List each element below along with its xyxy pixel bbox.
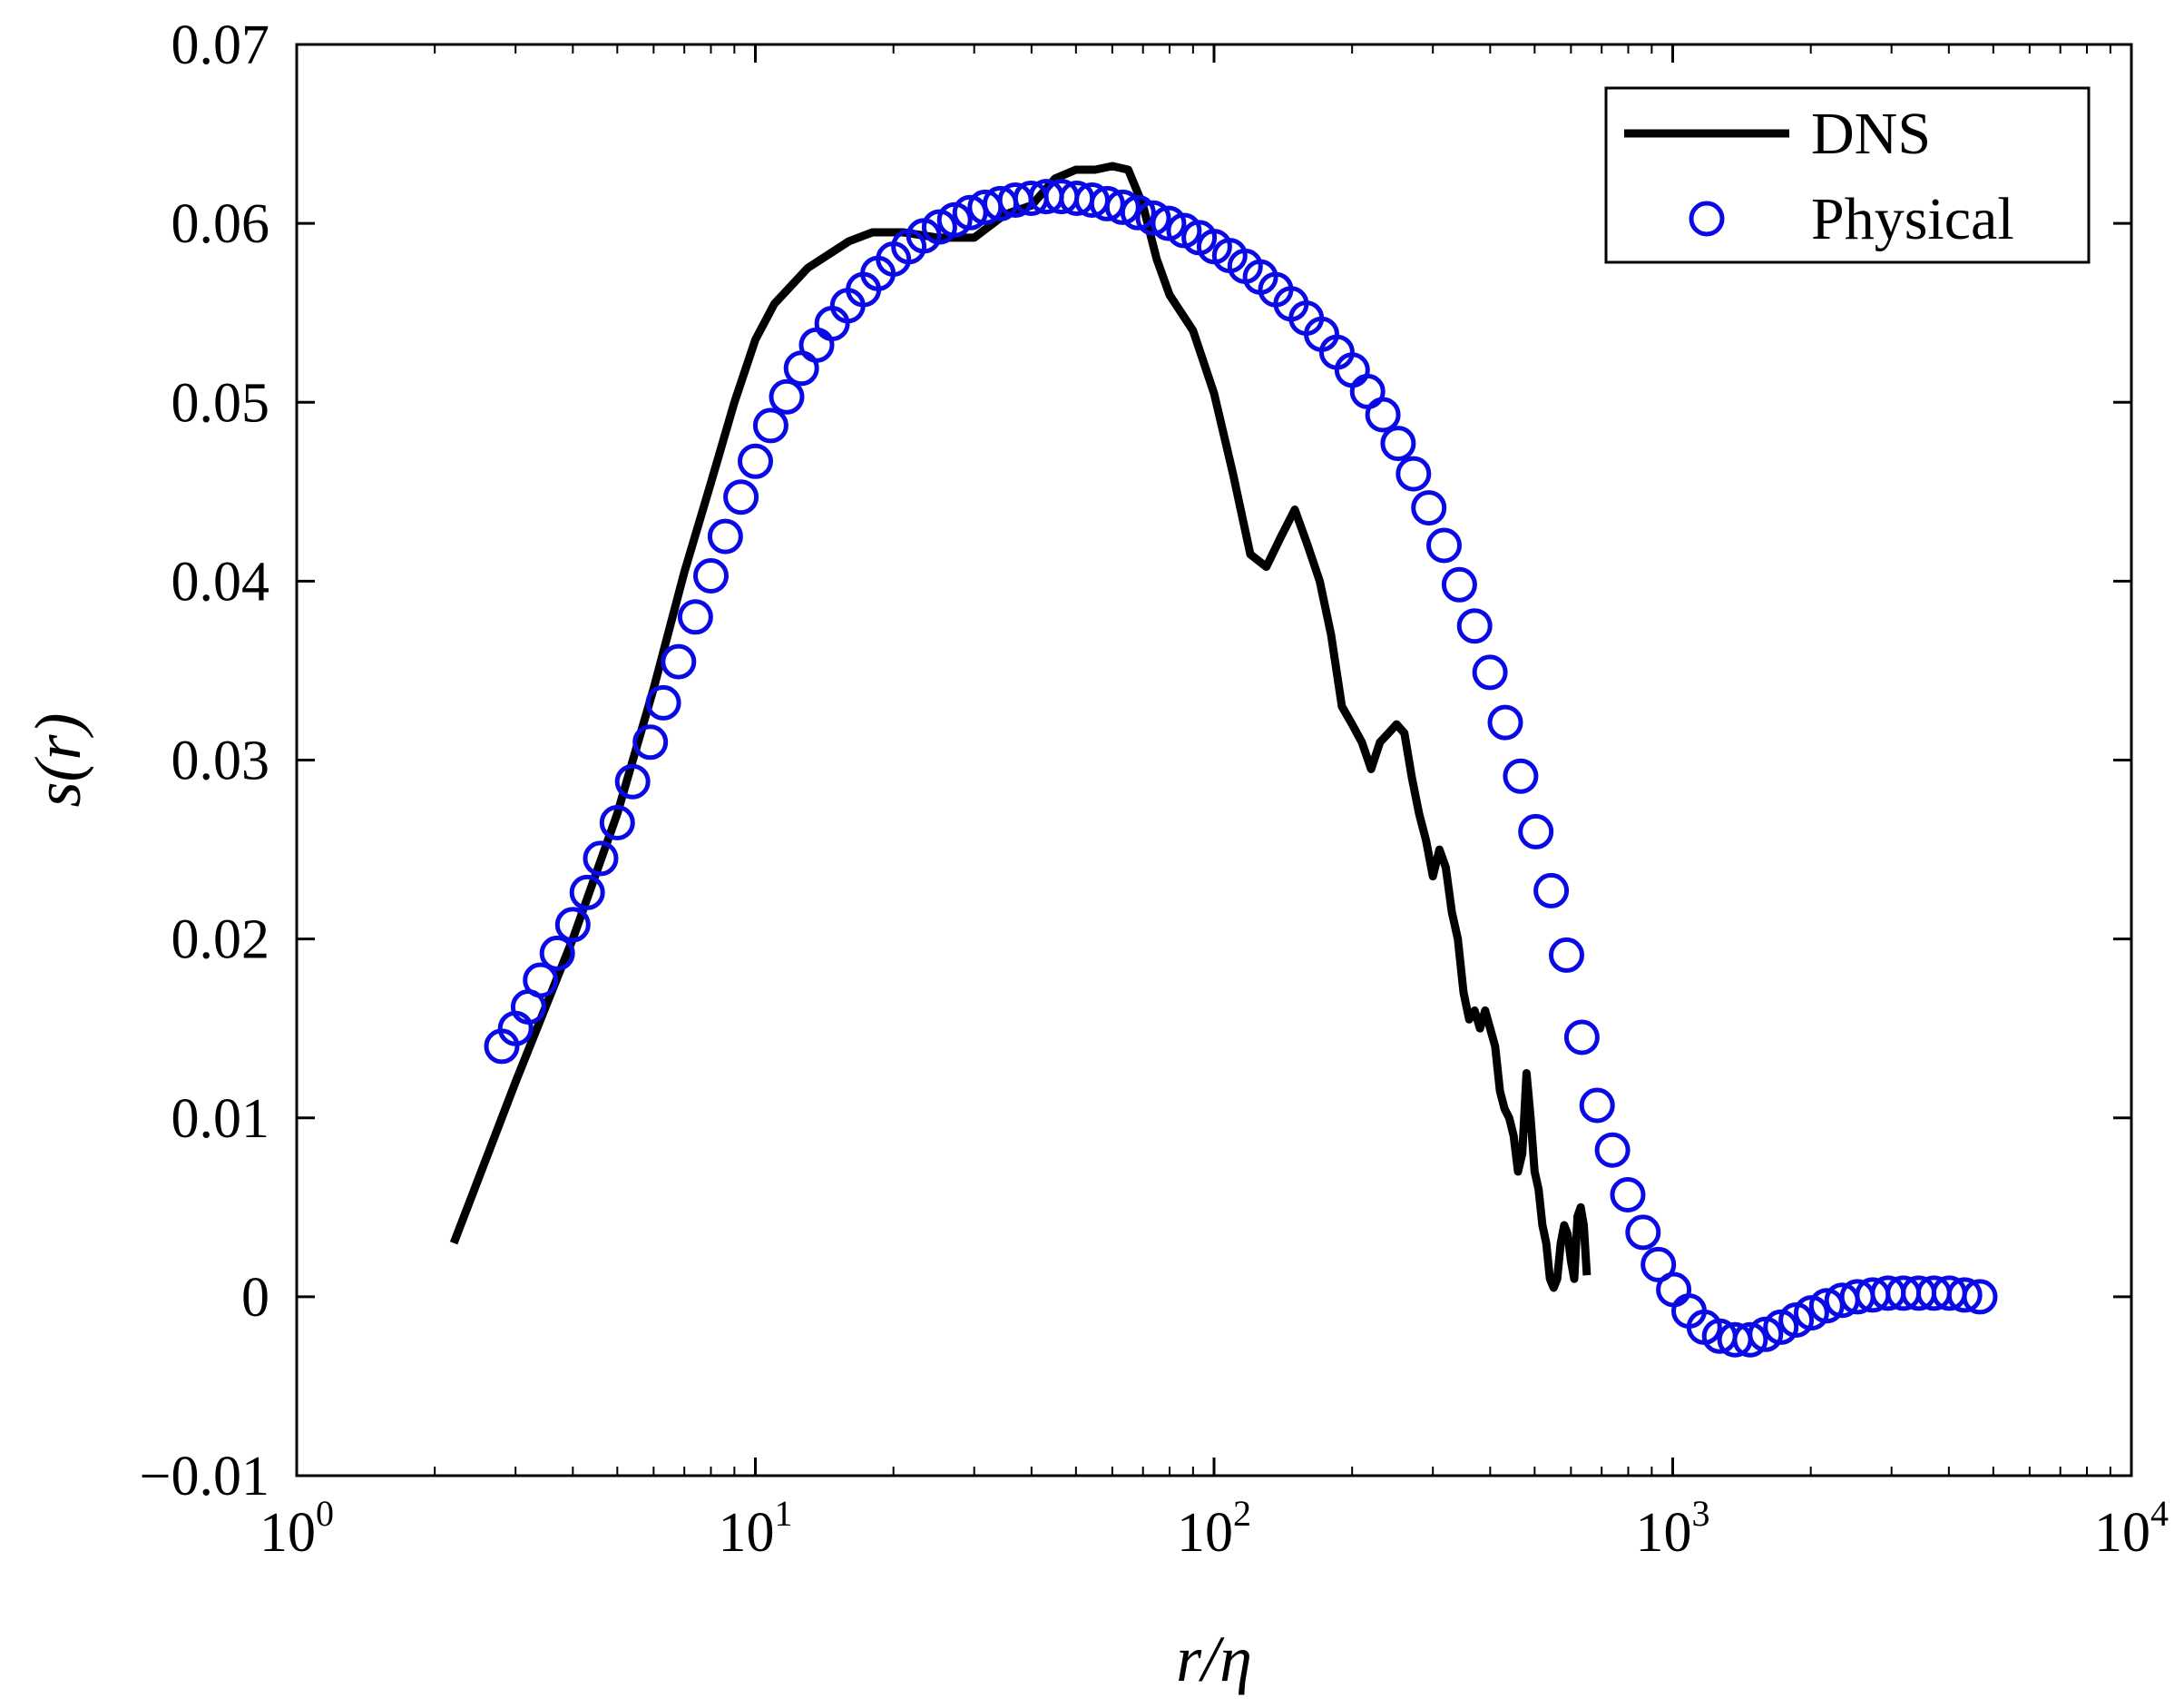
series-point-physical bbox=[1487, 704, 1523, 741]
series-point-physical bbox=[614, 763, 651, 800]
x-tick-label-exponent: 2 bbox=[1233, 1493, 1251, 1534]
x-tick-label-base: 10 bbox=[260, 1502, 316, 1564]
series-point-physical bbox=[1441, 566, 1477, 603]
series-point-physical bbox=[1456, 608, 1493, 644]
series-point-physical bbox=[599, 805, 635, 840]
x-tick-label-exponent: 0 bbox=[316, 1493, 334, 1534]
y-tick-label: 0.07 bbox=[171, 15, 270, 76]
series-point-physical bbox=[1549, 937, 1584, 973]
y-tick-label: 0.06 bbox=[171, 193, 270, 255]
series-point-physical bbox=[1503, 758, 1539, 794]
legend-label-physical: Physical bbox=[1811, 186, 2014, 252]
series-point-physical bbox=[554, 907, 591, 943]
legend: DNS Physical bbox=[1604, 86, 2091, 264]
y-tick-label: 0.03 bbox=[171, 731, 270, 792]
series-point-physical bbox=[693, 558, 729, 594]
y-tick-label: 0.01 bbox=[171, 1088, 270, 1150]
series-point-physical bbox=[1411, 490, 1447, 526]
series-point-physical bbox=[632, 724, 669, 761]
y-tick-label: 0 bbox=[241, 1267, 269, 1329]
series-point-physical bbox=[661, 643, 697, 680]
plot-marks bbox=[449, 162, 1998, 1358]
x-tick-label-base: 10 bbox=[1177, 1502, 1233, 1564]
x-tick-label-exponent: 1 bbox=[775, 1493, 793, 1534]
series-point-physical bbox=[539, 935, 575, 971]
series-point-physical bbox=[1380, 426, 1416, 462]
legend-box bbox=[1604, 86, 2091, 264]
x-tick-label: 102 bbox=[1177, 1493, 1251, 1564]
series-point-physical bbox=[1518, 813, 1554, 849]
series-point-physical bbox=[1089, 185, 1125, 221]
series-point-physical bbox=[1563, 1019, 1600, 1055]
y-tick-label: 0.05 bbox=[171, 372, 270, 434]
series-point-physical bbox=[1472, 654, 1508, 691]
series-point-physical bbox=[1594, 1132, 1631, 1168]
series-point-physical bbox=[1533, 872, 1570, 908]
y-tick-label: 0.04 bbox=[171, 551, 270, 613]
x-tick-label-base: 10 bbox=[2094, 1502, 2150, 1564]
series-point-physical bbox=[707, 518, 743, 555]
x-tick-label: 104 bbox=[2094, 1493, 2169, 1564]
series-point-physical bbox=[523, 962, 559, 998]
y-tick-label: −0.01 bbox=[140, 1446, 269, 1507]
x-tick-label: 100 bbox=[260, 1493, 334, 1564]
series-point-physical bbox=[1426, 527, 1462, 564]
series-point-physical bbox=[1946, 1277, 1983, 1313]
y-tick-label: 0.02 bbox=[171, 909, 270, 971]
series-point-physical bbox=[1396, 456, 1432, 492]
series-point-physical bbox=[569, 874, 605, 910]
x-tick-label: 101 bbox=[719, 1493, 793, 1564]
axis-ticks bbox=[295, 43, 2133, 1477]
series-point-physical bbox=[1640, 1246, 1677, 1282]
y-axis-label: s(r) bbox=[22, 713, 94, 808]
series-point-physical bbox=[769, 378, 805, 415]
series-point-physical bbox=[1625, 1214, 1661, 1251]
x-tick-label: 103 bbox=[1636, 1493, 1710, 1564]
series-point-physical bbox=[1732, 1321, 1768, 1358]
x-tick-label-exponent: 3 bbox=[1692, 1493, 1710, 1534]
x-tick-label-base: 10 bbox=[719, 1502, 775, 1564]
x-tick-label-base: 10 bbox=[1636, 1502, 1692, 1564]
series-point-physical bbox=[645, 684, 681, 721]
series-point-physical bbox=[1120, 194, 1156, 231]
legend-label-dns: DNS bbox=[1811, 101, 1931, 167]
series-point-physical bbox=[1579, 1087, 1615, 1124]
legend-swatch-physical bbox=[1689, 201, 1725, 237]
x-axis-label: r/η bbox=[1176, 1623, 1252, 1695]
series-point-physical bbox=[1962, 1279, 1998, 1315]
series-point-physical bbox=[752, 407, 788, 444]
series-point-physical bbox=[723, 479, 759, 515]
x-tick-label-exponent: 4 bbox=[2150, 1493, 2169, 1534]
series-point-physical bbox=[738, 443, 773, 479]
series-point-physical bbox=[1365, 397, 1401, 433]
series-point-physical bbox=[1104, 189, 1141, 225]
series-point-physical bbox=[677, 599, 713, 635]
series-point-physical bbox=[1610, 1177, 1646, 1212]
series-point-physical bbox=[583, 840, 619, 877]
series-point-physical bbox=[1135, 200, 1171, 236]
